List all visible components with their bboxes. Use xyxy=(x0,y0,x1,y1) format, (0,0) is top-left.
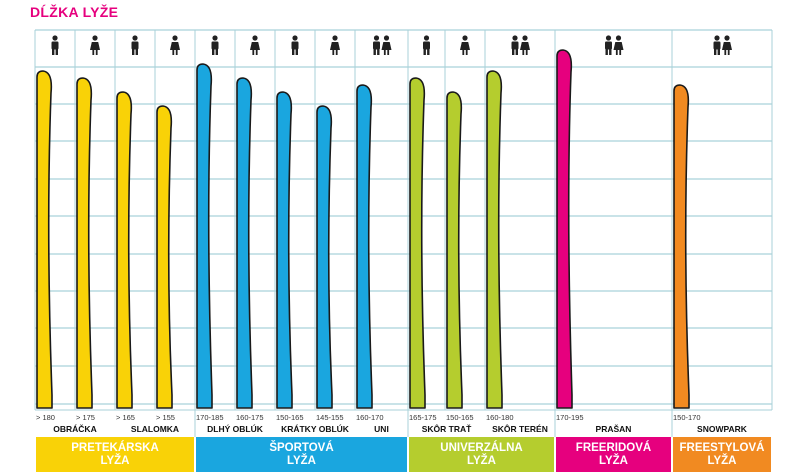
category-label: FREESTYLOVÁ LYŽA xyxy=(673,437,771,472)
ski-bars xyxy=(36,49,690,409)
range-label: 150-165 xyxy=(446,413,474,422)
woman-icon xyxy=(250,35,260,55)
woman-icon xyxy=(170,35,180,55)
ski-bar xyxy=(196,63,213,409)
man-icon xyxy=(291,35,299,55)
category-label: UNIVERZÁLNA LYŽA xyxy=(409,437,554,472)
woman-icon xyxy=(460,35,470,55)
category-label: ŠPORTOVÁ LYŽA xyxy=(196,437,407,472)
ski-bar xyxy=(276,91,293,409)
ski-bar xyxy=(356,84,373,409)
range-label: > 165 xyxy=(116,413,135,422)
range-label: 150-170 xyxy=(673,413,701,422)
man-icon xyxy=(51,35,59,55)
man-icon xyxy=(511,35,519,55)
ski-bar xyxy=(36,70,53,409)
range-label: 160-180 xyxy=(486,413,514,422)
gender-icons xyxy=(51,35,732,55)
subgroup-label: PRAŠAN xyxy=(595,424,632,434)
man-icon xyxy=(373,35,380,55)
subgroup-label: SKÔR TRAŤ xyxy=(421,424,472,434)
range-label: 150-165 xyxy=(276,413,304,422)
ski-bar xyxy=(673,84,690,409)
man-icon xyxy=(131,35,139,55)
range-label: 170-185 xyxy=(196,413,224,422)
woman-icon xyxy=(613,35,624,55)
subgroup-label: OBRÁČKA xyxy=(53,424,97,434)
woman-icon xyxy=(520,35,530,55)
ski-bar xyxy=(156,105,173,409)
woman-icon xyxy=(722,35,732,55)
grid xyxy=(34,29,773,411)
subgroup-label: KRÁTKY OBLÚK xyxy=(281,424,349,434)
ski-bar xyxy=(236,77,253,409)
category-label: FREERIDOVÁ LYŽA xyxy=(556,437,671,472)
woman-icon xyxy=(330,35,340,55)
range-label: > 175 xyxy=(76,413,95,422)
range-label: 170-195 xyxy=(556,413,584,422)
range-label: 160-170 xyxy=(356,413,384,422)
ski-bar xyxy=(76,77,93,409)
ski-bar xyxy=(556,49,573,409)
man-icon xyxy=(713,35,721,55)
woman-icon xyxy=(90,35,100,55)
man-icon xyxy=(211,35,219,55)
woman-icon xyxy=(381,35,392,55)
range-label: > 155 xyxy=(156,413,175,422)
range-label: 145-155 xyxy=(316,413,344,422)
subgroup-label: UNI xyxy=(374,424,389,434)
ski-bar xyxy=(116,91,133,409)
subgroup-label: SLALOMKA xyxy=(130,424,180,434)
ski-bar xyxy=(446,91,463,409)
range-label: 160-175 xyxy=(236,413,264,422)
man-icon xyxy=(423,35,430,55)
ski-bar xyxy=(316,105,333,409)
range-label: 165-175 xyxy=(409,413,437,422)
ski-bar xyxy=(409,77,426,409)
subgroup-label: DLHÝ OBLÚK xyxy=(207,424,263,434)
subgroup-label: SKÔR TERÉN xyxy=(492,424,548,434)
range-label: > 180 xyxy=(36,413,55,422)
chart-title: DĹŽKA LYŽE xyxy=(30,4,119,20)
man-icon xyxy=(605,35,612,55)
category-label: PRETEKÁRSKA LYŽA xyxy=(36,437,194,472)
ski-bar xyxy=(486,70,503,409)
subgroup-label: SNOWPARK xyxy=(697,424,747,434)
